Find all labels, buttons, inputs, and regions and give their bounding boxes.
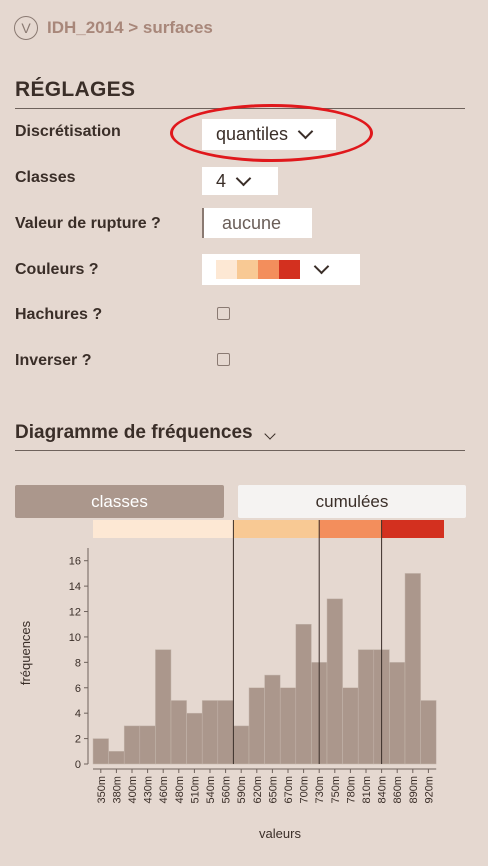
tab-classes[interactable]: classes (15, 485, 224, 518)
x-tick-label: 670m (283, 776, 295, 804)
classes-value: 4 (216, 170, 227, 191)
x-tick-label: 400m (127, 776, 139, 804)
y-tick-label: 14 (69, 581, 81, 593)
class-band-1 (93, 520, 234, 538)
bar-650m (264, 674, 281, 765)
y-tick-label: 6 (75, 683, 81, 695)
y-tick-label: 12 (69, 607, 81, 619)
x-tick-label: 750m (330, 776, 342, 804)
bar-700m (295, 623, 312, 765)
settings-title: RÉGLAGES (15, 78, 136, 101)
x-tick-label: 890m (408, 776, 420, 804)
tab-classes-label: classes (91, 491, 148, 511)
chevron-down-icon (264, 428, 276, 440)
bar-730m (311, 662, 328, 765)
x-tick-label: 730m (314, 776, 326, 804)
x-tick-label: 700m (299, 776, 311, 804)
hachures-checkbox[interactable] (217, 307, 230, 320)
x-axis-label: valeurs (259, 826, 301, 841)
x-tick-label: 380m (111, 776, 123, 804)
x-tick-label: 560m (221, 776, 233, 804)
rupture-input[interactable]: aucune (202, 208, 312, 238)
bar-460m (155, 649, 172, 765)
tab-cumulees-label: cumulées (315, 491, 389, 511)
y-tick-label: 0 (75, 759, 81, 771)
x-tick-label: 650m (267, 776, 279, 804)
x-tick-label: 430m (143, 776, 155, 804)
couleurs-label: Couleurs ? (15, 261, 99, 278)
inverser-label: Inverser ? (15, 352, 92, 369)
color-swatch-4 (279, 260, 300, 279)
collapse-toggle-icon[interactable]: V (14, 16, 38, 40)
y-tick-label: 4 (75, 708, 81, 720)
bar-590m (233, 725, 250, 765)
color-palette-select[interactable] (202, 254, 360, 285)
bar-890m (404, 573, 421, 765)
x-tick-label: 510m (189, 776, 201, 804)
class-band-4 (381, 520, 444, 538)
discretisation-label: Discrétisation (15, 123, 121, 140)
color-palette-swatches (216, 260, 300, 279)
breadcrumb[interactable]: IDH_2014 > surfaces (47, 18, 213, 37)
y-tick-label: 10 (69, 632, 81, 644)
class-band-2 (233, 520, 320, 538)
x-tick-label: 860m (392, 776, 404, 804)
x-tick-label: 480m (174, 776, 186, 804)
bar-810m (357, 649, 375, 765)
bar-780m (342, 687, 359, 765)
color-swatch-3 (258, 260, 279, 279)
y-tick-label: 2 (75, 734, 81, 746)
x-tick-label: 620m (252, 776, 264, 804)
y-tick-label: 16 (69, 556, 81, 568)
y-axis-label: fréquences (18, 620, 33, 685)
x-tick-label: 840m (377, 776, 389, 804)
chevron-down-icon (235, 170, 252, 186)
bar-560m (217, 700, 234, 765)
bar-430m (139, 725, 156, 765)
bar-540m (201, 700, 219, 765)
bar-380m (108, 751, 125, 765)
bar-840m (373, 649, 390, 765)
bar-860m (389, 662, 406, 765)
rupture-placeholder: aucune (222, 212, 282, 233)
bar-750m (326, 598, 343, 765)
bar-350m (92, 738, 109, 765)
class-band-3 (319, 520, 382, 538)
header-bar: V IDH_2014 > surfaces (14, 16, 213, 40)
color-swatch-1 (216, 260, 237, 279)
x-tick-label: 780m (345, 776, 357, 804)
frequency-title-text: Diagramme de fréquences (15, 422, 253, 443)
highlight-annotation (170, 104, 373, 162)
x-tick-label: 350m (96, 776, 108, 804)
tab-cumulees[interactable]: cumulées (238, 485, 466, 518)
bar-510m (186, 712, 203, 765)
chevron-down-icon (313, 258, 330, 275)
bar-670m (279, 687, 297, 765)
v-glyph: V (21, 20, 31, 36)
classes-select[interactable]: 4 (202, 167, 278, 195)
hachures-label: Hachures ? (15, 306, 103, 323)
inverser-checkbox[interactable] (217, 353, 230, 366)
x-tick-label: 920m (423, 776, 435, 804)
x-tick-label: 540m (205, 776, 217, 804)
frequency-title[interactable]: Diagramme de fréquences (15, 422, 276, 444)
bar-400m (123, 725, 141, 765)
bar-620m (248, 687, 265, 765)
x-tick-label: 460m (158, 776, 170, 804)
x-tick-label: 810m (361, 776, 373, 804)
rupture-label: Valeur de rupture ? (15, 215, 161, 232)
color-swatch-2 (237, 260, 258, 279)
y-tick-label: 8 (75, 657, 81, 669)
classes-label: Classes (15, 169, 76, 186)
x-tick-label: 590m (236, 776, 248, 804)
bar-920m (420, 700, 437, 765)
frequency-divider (15, 450, 465, 451)
bar-480m (170, 700, 187, 765)
